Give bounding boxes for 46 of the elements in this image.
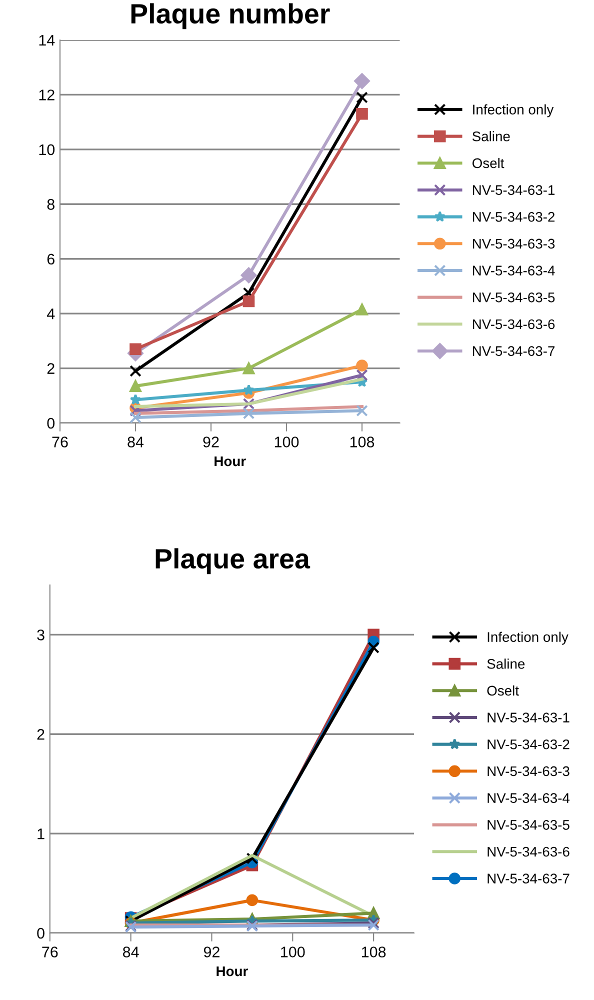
legend-label: Saline bbox=[487, 658, 525, 669]
x-tick-label: 76 bbox=[42, 946, 58, 958]
legend-label: NV-5-34-63-4 bbox=[472, 266, 555, 276]
x-tick-label: 100 bbox=[274, 436, 299, 448]
y-tick-label: 8 bbox=[47, 199, 54, 210]
y-tick-label: 0 bbox=[37, 928, 44, 939]
y-tick-label: 0 bbox=[47, 418, 55, 429]
legend-label: NV-5-34-63-5 bbox=[472, 292, 555, 302]
legend-label: NV-5-34-63-1 bbox=[472, 185, 555, 195]
y-tick-label: 6 bbox=[47, 254, 54, 265]
x-tick-label: 84 bbox=[122, 946, 139, 958]
y-tick-label: 12 bbox=[39, 90, 54, 100]
legend-label: NV-5-34-63-3 bbox=[488, 766, 570, 776]
x-tick-label: 108 bbox=[362, 946, 386, 958]
legend-label: NV-5-34-63-3 bbox=[472, 238, 555, 249]
x-tick-label: 92 bbox=[204, 946, 220, 958]
legend-label: Saline bbox=[472, 131, 510, 142]
x-tick-label: 92 bbox=[203, 436, 219, 448]
x-tick-label: 100 bbox=[281, 946, 305, 958]
legend-label: NV-5-34-63-5 bbox=[488, 820, 570, 830]
legend-label: Oselt bbox=[487, 685, 519, 696]
legend-label: NV-5-34-63-6 bbox=[488, 846, 570, 857]
x-tick-label: 84 bbox=[128, 436, 144, 448]
x-axis-title: Hour bbox=[214, 456, 246, 466]
y-tick-label: 3 bbox=[37, 630, 44, 640]
x-tick-label: 108 bbox=[350, 436, 374, 448]
y-tick-label: 10 bbox=[39, 144, 55, 156]
legend-label: NV-5-34-63-4 bbox=[488, 793, 570, 803]
y-tick-label: 2 bbox=[37, 729, 44, 740]
chart-title: Plaque number bbox=[131, 3, 330, 30]
x-axis-title: Hour bbox=[216, 966, 248, 976]
legend-label: NV-5-34-63-6 bbox=[472, 319, 555, 330]
y-tick-label: 4 bbox=[46, 308, 55, 320]
legend-label: NV-5-34-63-7 bbox=[472, 346, 555, 356]
legend-label: NV-5-34-63-7 bbox=[488, 874, 570, 884]
legend-label: NV-5-34-63-2 bbox=[472, 212, 555, 222]
chart-title: Plaque area bbox=[156, 548, 310, 574]
legend-label: Oselt bbox=[472, 158, 504, 168]
x-tick-label: 76 bbox=[52, 436, 68, 448]
y-tick-label: 1 bbox=[38, 828, 44, 840]
legend-label: Infection only bbox=[488, 632, 568, 645]
legend-label: NV-5-34-63-2 bbox=[488, 739, 570, 750]
legend-label: NV-5-34-63-1 bbox=[488, 712, 570, 722]
y-tick-label: 2 bbox=[47, 363, 54, 374]
y-tick-label: 14 bbox=[39, 35, 55, 46]
legend-label: Infection only bbox=[473, 104, 554, 118]
